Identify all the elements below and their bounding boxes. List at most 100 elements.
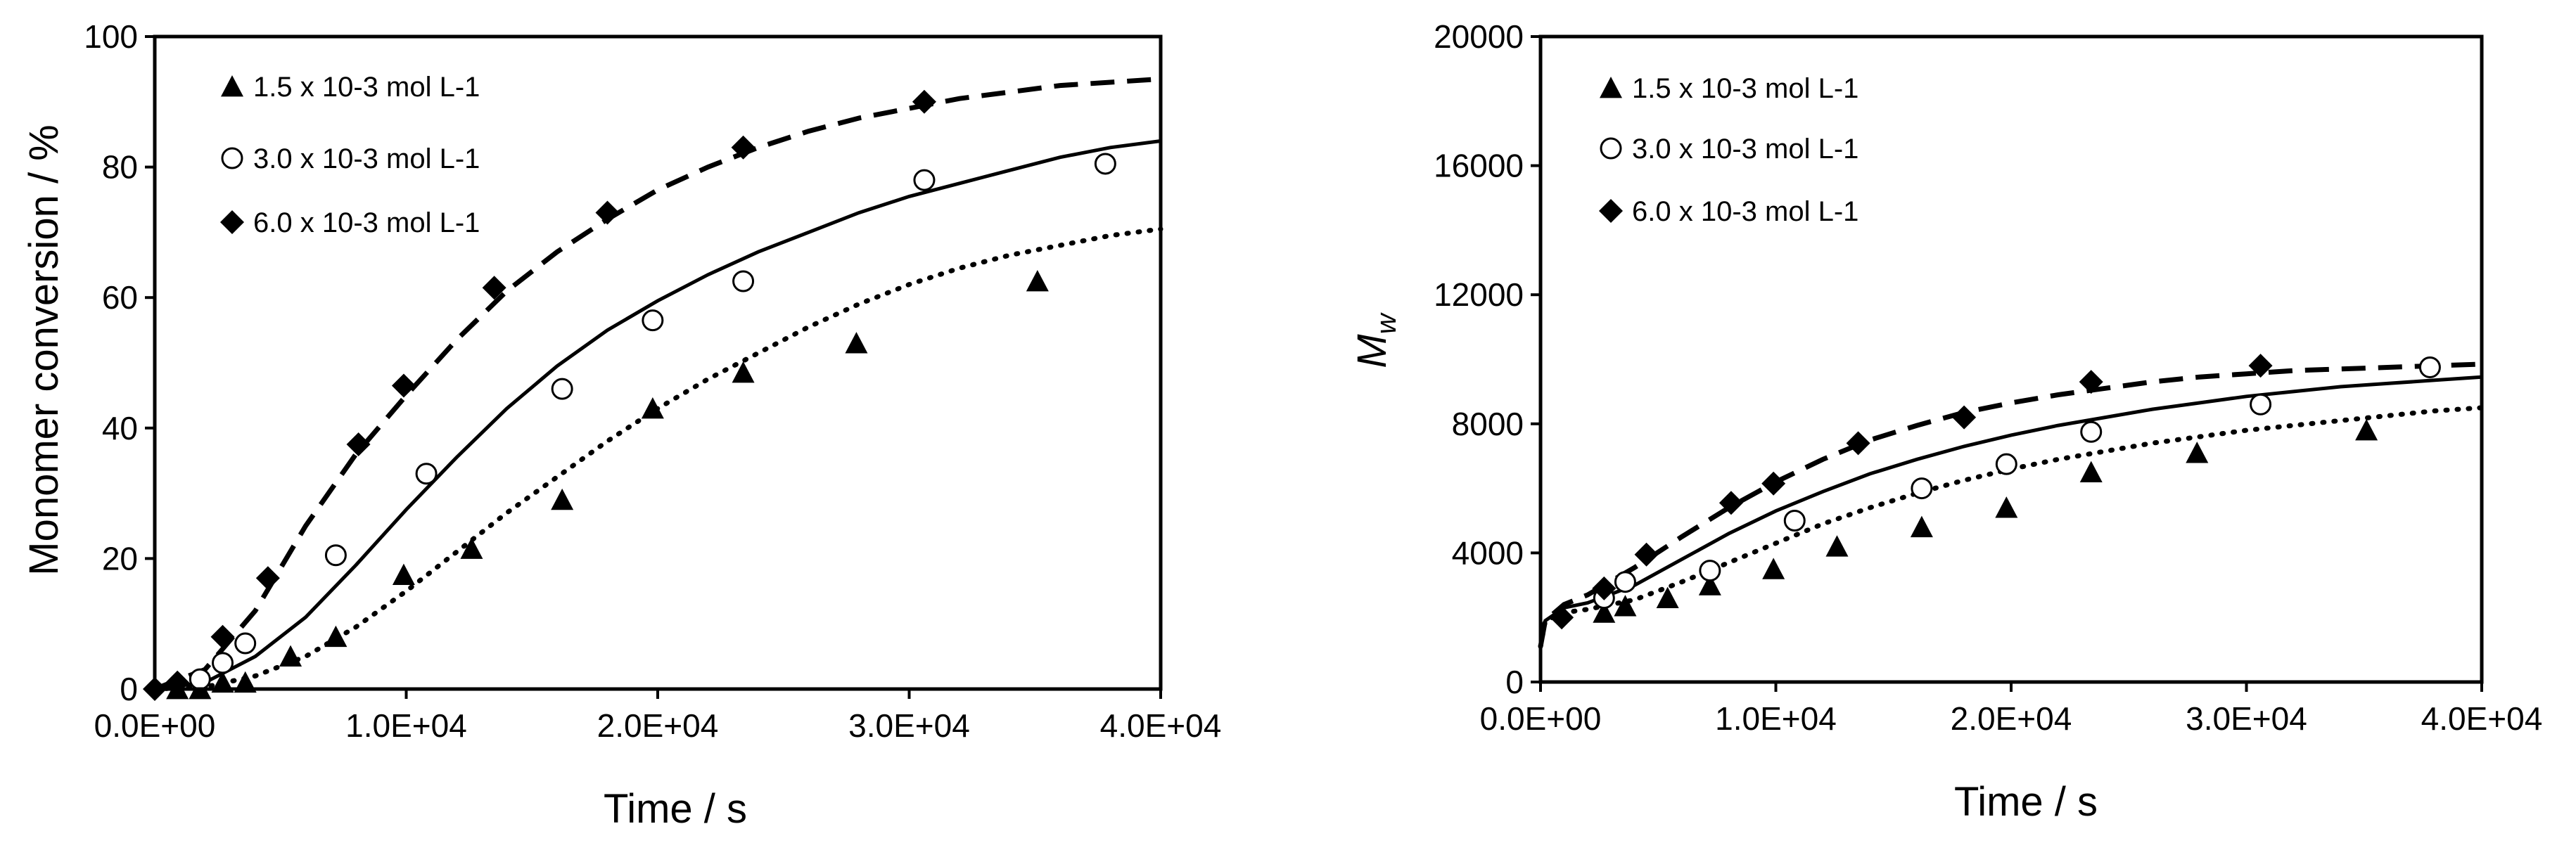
mw-chart-legend-label-1: 1.5 x 10-3 mol L-1 <box>1632 73 1858 104</box>
conversion-chart: Time / s Monomer conversion / % 0.0E+00 1… <box>21 18 1221 832</box>
conversion-chart-series-2-point-1 <box>189 668 211 690</box>
mw-chart-series-1-point-5 <box>1762 558 1785 579</box>
conversion-chart-x-tick-label-2: 1.0E+04 <box>345 707 467 744</box>
mw-chart-series-1-point-2 <box>1614 595 1637 617</box>
conversion-chart-series-2-point-7 <box>642 309 664 332</box>
mw-chart-series-3-point-9 <box>2248 354 2273 378</box>
conversion-chart-legend-marker-3 <box>220 210 244 234</box>
conversion-chart-series-1-point-11 <box>732 361 755 383</box>
conversion-chart-fit-curve-1 <box>152 226 1163 692</box>
conversion-chart-series-2-point-10 <box>1094 153 1116 175</box>
mw-chart-fit-curve-1 <box>1538 405 2485 649</box>
mw-chart-legend-marker-1 <box>1600 77 1622 98</box>
mw-chart: Time / s Mw 0.0E+00 1.0E+04 2.0E+04 3.0E+04… <box>1349 18 2542 825</box>
mw-chart-series-3-point-7 <box>1952 405 1977 430</box>
mw-chart-x-tick-label-3: 2.0E+04 <box>1951 700 2072 737</box>
conversion-chart-legend: 1.5 x 10-3 mol L-1 3.0 x 10-3 mol L-1 6.0 … <box>220 72 480 238</box>
conversion-chart-y-tick-label-5: 80 <box>102 149 138 186</box>
mw-chart-series-2-point-4 <box>1783 510 1806 532</box>
conversion-chart-x-tick-label-5: 4.0E+04 <box>1100 707 1222 744</box>
conversion-chart-x-tick-label-4: 3.0E+04 <box>848 707 970 744</box>
conversion-chart-series-1-point-8 <box>460 537 483 559</box>
mw-chart-series-3-point-5 <box>1761 471 1786 496</box>
mw-chart-series-1-point-1 <box>1593 601 1616 623</box>
conversion-chart-series-2-point-5 <box>415 463 438 485</box>
mw-chart-series-3-point-1 <box>1550 605 1574 630</box>
conversion-chart-series-3-point-3 <box>210 624 235 649</box>
mw-chart-series-1-point-10 <box>2186 442 2209 463</box>
mw-chart-y-tick-label-6: 20000 <box>1434 18 1524 55</box>
conversion-chart-series-2-point-3 <box>234 632 257 655</box>
mw-chart-xlabel: Time / s <box>1954 779 2098 825</box>
mw-chart-series-2-point-6 <box>1995 453 2017 475</box>
mw-chart-series-1-point-4 <box>1698 574 1721 596</box>
conversion-chart-series-3-point-6 <box>391 373 416 398</box>
conversion-chart-x-tick-label-1: 0.0E+00 <box>94 707 216 744</box>
mw-chart-legend-marker-3 <box>1599 199 1623 223</box>
conversion-chart-series-1-point-10 <box>641 397 664 419</box>
mw-chart-series-2-point-5 <box>1911 477 1933 500</box>
conversion-chart-series-2-point-9 <box>913 169 936 191</box>
conversion-chart-fit-curve-2 <box>154 139 1161 691</box>
conversion-chart-series-1-point-13 <box>1026 270 1049 292</box>
conversion-chart-y-tick-label-2: 20 <box>102 540 138 577</box>
conversion-chart-ylabel: Monomer conversion / % <box>21 124 67 575</box>
mw-chart-ylabel: Mw <box>1349 311 1402 368</box>
mw-chart-series-1-point-9 <box>2079 461 2103 483</box>
mw-chart-series-1-point-7 <box>1910 515 1933 538</box>
mw-chart-series-1-point-8 <box>1995 496 2018 518</box>
conversion-chart-legend-marker-2 <box>221 147 243 169</box>
mw-chart-series-1-point-6 <box>1825 535 1849 557</box>
conversion-chart-series-2-point-2 <box>212 652 234 674</box>
conversion-chart-fit-curve-3 <box>153 76 1161 692</box>
conversion-chart-series-3-point-7 <box>482 276 506 300</box>
mw-chart-legend-label-3: 6.0 x 10-3 mol L-1 <box>1632 196 1858 227</box>
conversion-chart-series-1-point-5 <box>279 645 302 667</box>
mw-chart-legend-marker-2 <box>1600 137 1622 160</box>
mw-chart-ylabel-subscript: w <box>1371 311 1402 334</box>
mw-chart-series-3-point-6 <box>1846 431 1870 456</box>
mw-chart-legend-label-2: 3.0 x 10-3 mol L-1 <box>1632 134 1858 165</box>
conversion-chart-series-3-point-10 <box>912 89 936 114</box>
mw-chart-ylabel-main: M <box>1349 334 1395 368</box>
mw-chart-y-tick-label-3: 8000 <box>1452 406 1524 442</box>
mw-chart-fit-curve-3 <box>1538 361 2482 648</box>
mw-chart-fit-curve-2 <box>1538 375 2482 647</box>
conversion-chart-xlabel: Time / s <box>604 786 747 832</box>
mw-chart-series-2-point-7 <box>2080 420 2103 443</box>
mw-chart-y-tick-label-2: 4000 <box>1452 534 1524 571</box>
conversion-chart-series-3-point-5 <box>346 432 371 456</box>
mw-chart-x-tick-label-2: 1.0E+04 <box>1715 700 1837 737</box>
mw-chart-plot-area: 0.0E+00 1.0E+04 2.0E+04 3.0E+04 4.0E+04 0 4000… <box>1434 18 2542 737</box>
conversion-chart-legend-label-2: 3.0 x 10-3 mol L-1 <box>253 143 480 174</box>
conversion-chart-y-tick-label-3: 40 <box>102 410 138 446</box>
mw-chart-series-3-point-3 <box>1634 542 1659 567</box>
mw-chart-y-tick-label-5: 16000 <box>1434 148 1524 184</box>
conversion-chart-plot-area: 0.0E+00 1.0E+04 2.0E+04 3.0E+04 4.0E+04 0 20 40… <box>84 18 1221 744</box>
conversion-chart-series-2-point-8 <box>732 270 755 292</box>
conversion-chart-legend-label-3: 6.0 x 10-3 mol L-1 <box>253 207 480 238</box>
mw-chart-x-tick-label-5: 4.0E+04 <box>2421 700 2543 737</box>
conversion-chart-legend-label-1: 1.5 x 10-3 mol L-1 <box>253 72 480 103</box>
conversion-chart-series-2-point-6 <box>551 378 573 400</box>
mw-chart-series-1-point-3 <box>1656 586 1679 609</box>
conversion-chart-series-3-point-8 <box>595 200 620 225</box>
conversion-chart-y-tick-label-4: 60 <box>102 279 138 316</box>
conversion-chart-series-3-point-2 <box>165 670 190 695</box>
conversion-chart-y-tick-label-6: 100 <box>84 18 138 55</box>
mw-chart-series-3-point-8 <box>2079 370 2103 394</box>
conversion-chart-series-1-point-12 <box>845 332 868 354</box>
conversion-chart-series-1-point-6 <box>324 625 347 648</box>
mw-chart-y-tick-label-4: 12000 <box>1434 276 1524 313</box>
mw-chart-series-1-point-11 <box>2355 418 2378 441</box>
conversion-chart-series-3-point-4 <box>255 566 280 591</box>
mw-chart-x-tick-label-4: 3.0E+04 <box>2186 700 2307 737</box>
conversion-chart-series-1-point-9 <box>551 488 574 510</box>
mw-chart-series-2-point-9 <box>2418 356 2441 378</box>
conversion-chart-series-1-point-7 <box>392 563 415 585</box>
conversion-chart-series-3-point-9 <box>731 135 755 160</box>
mw-chart-series-3-point-4 <box>1719 491 1743 515</box>
mw-chart-series-3-point-2 <box>1592 576 1617 600</box>
mw-chart-series-2-point-8 <box>2250 393 2272 416</box>
